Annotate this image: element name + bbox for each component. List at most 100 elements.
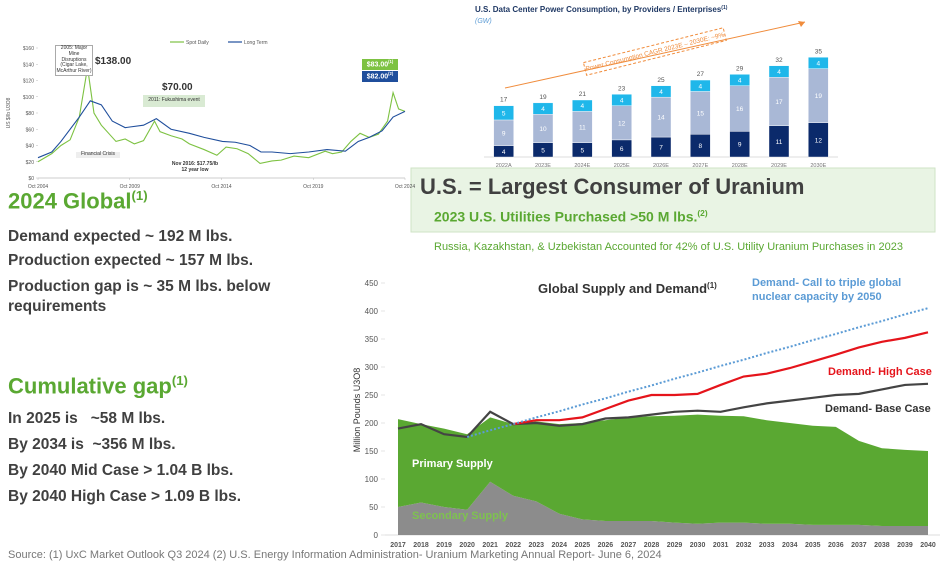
bar-total-label: 27 — [697, 71, 705, 78]
x-tick-label: 2027 — [621, 542, 637, 549]
bar-value-label: 17 — [775, 99, 783, 106]
bar-value-label: 4 — [502, 149, 506, 156]
bar-value-label: 5 — [502, 110, 506, 117]
y-tick-label: $60 — [26, 127, 35, 133]
x-tick-label: 2031 — [713, 542, 729, 549]
bar-segment — [808, 57, 829, 69]
bar-segment — [650, 85, 672, 98]
x-tick-label: 2028E — [732, 163, 748, 169]
bar-total-label: 35 — [815, 48, 823, 55]
bar-segment — [690, 79, 711, 92]
x-tick-label: 2018 — [413, 542, 429, 549]
bar-segment — [611, 94, 632, 106]
bar-segment — [493, 105, 514, 121]
y-tick-label: $120 — [23, 79, 34, 85]
bar-title: U.S. Data Center Power Consumption, by P… — [475, 5, 728, 14]
bar-value-label: 4 — [581, 103, 585, 110]
us-subtitle: 2023 U.S. Utilities Purchased >50 M lbs.… — [434, 208, 708, 225]
x-tick-label: 2022A — [496, 163, 512, 169]
bar-total-label: 19 — [539, 94, 547, 101]
bar-segment — [729, 74, 750, 86]
annotation: 2011: Fukushima event — [143, 95, 205, 107]
annotation: $70.00 — [162, 82, 193, 94]
cagr-arrow — [504, 21, 806, 89]
cumulative-line: By 2034 is ~356 M lbs. — [8, 436, 176, 453]
bar-value-label: 5 — [541, 147, 545, 154]
series-label: Demand- Call to triple global nuclear ca… — [752, 277, 902, 303]
bar-value-label: 9 — [738, 142, 742, 149]
y-tick-label: $160 — [23, 46, 34, 52]
bar-subtitle: (GW) — [475, 18, 492, 25]
bar-value-label: 9 — [502, 130, 506, 137]
bar-value-label: 5 — [581, 147, 585, 154]
cumulative-line: By 2040 Mid Case > 1.04 B lbs. — [8, 462, 234, 479]
bar-value-label: 4 — [659, 89, 663, 96]
annotation-text: $82.00 — [366, 73, 389, 81]
bar-value-label: 14 — [657, 115, 665, 122]
x-tick-label: 2029E — [771, 163, 787, 169]
annotation: Financial Crisis — [76, 151, 120, 158]
bar-total-label: 21 — [579, 91, 587, 98]
demand-line — [397, 382, 929, 439]
supply-area — [398, 481, 928, 535]
x-tick-label: Oct 2019 — [303, 184, 324, 190]
cumulative-line: In 2025 is ~58 M lbs. — [8, 410, 166, 427]
annotation-text: $83.00 — [366, 61, 389, 69]
bar-value-label: 15 — [697, 110, 705, 117]
bar-value-label: 19 — [815, 93, 823, 100]
cumulative-title: Cumulative gap(1) — [8, 373, 188, 399]
us-box — [410, 167, 936, 233]
x-tick-label: 2035 — [805, 542, 821, 549]
annotation-text: $70.00 — [162, 82, 193, 93]
bar-segment — [532, 102, 554, 115]
x-tick-label: 2036 — [828, 542, 844, 549]
global-title: 2024 Global(1) — [8, 188, 148, 214]
x-tick-label: 2028 — [644, 542, 660, 549]
legend-label: Spot Daily — [186, 40, 209, 46]
bar-value-label: 4 — [620, 98, 624, 105]
x-tick-label: 2030E — [810, 163, 826, 169]
bar-value-label: 8 — [699, 143, 703, 150]
x-tick-label: 2025 — [575, 542, 591, 549]
global-line: Demand expected ~ 192 M lbs. — [8, 228, 233, 245]
x-tick-label: Oct 2009 — [120, 184, 141, 190]
us-detail: Russia, Kazakhstan, & Uzbekistan Account… — [434, 241, 903, 253]
price-line — [37, 100, 406, 159]
series-label: Demand- High Case — [828, 366, 932, 378]
global-line: Production gap is ~ 35 M lbs. below requ… — [8, 278, 271, 315]
bar-value-label: 4 — [777, 69, 781, 76]
bar-value-label: 4 — [699, 83, 703, 90]
bar-total-label: 23 — [618, 85, 626, 92]
global-line: Production expected ~ 157 M lbs. — [8, 252, 254, 269]
cagr-arrowhead — [798, 21, 805, 27]
bar-value-label: 12 — [618, 120, 626, 127]
y-tick-label: 200 — [365, 419, 379, 428]
supply-area — [398, 414, 928, 527]
series-label: Demand- Base Case — [825, 403, 931, 415]
x-tick-label: Oct 2024 — [395, 184, 416, 190]
x-tick-label: 2026E — [653, 163, 669, 169]
x-tick-label: 2026 — [598, 542, 614, 549]
x-tick-label: 2024 — [552, 542, 568, 549]
y-tick-label: 0 — [374, 531, 379, 540]
y-tick-label: $40 — [26, 144, 35, 150]
bar-value-label: 4 — [738, 78, 742, 85]
annotation-text: 2011: Fukushima event — [148, 97, 200, 103]
annotation: $82.00(2) — [362, 71, 398, 83]
x-tick-label: 2040 — [920, 542, 936, 549]
y-tick-label: $0 — [28, 176, 34, 182]
x-tick-label: Oct 2004 — [28, 184, 49, 190]
bar-value-label: 10 — [539, 126, 547, 133]
cagr-annotation: Power Consumption CAGR 2023E – 2030E: ~9… — [582, 27, 727, 76]
annotation-note: (2) — [388, 71, 394, 76]
legend-label: Long Term — [244, 40, 268, 46]
series-label: Primary Supply — [412, 458, 493, 470]
annotation: $138.00 — [95, 56, 131, 68]
bar-value-label: 11 — [579, 125, 586, 132]
x-tick-label: 2023 — [528, 542, 544, 549]
bar-total-label: 25 — [657, 77, 665, 84]
annotation: $83.00(1) — [362, 59, 398, 71]
x-tick-label: Oct 2014 — [211, 184, 232, 190]
